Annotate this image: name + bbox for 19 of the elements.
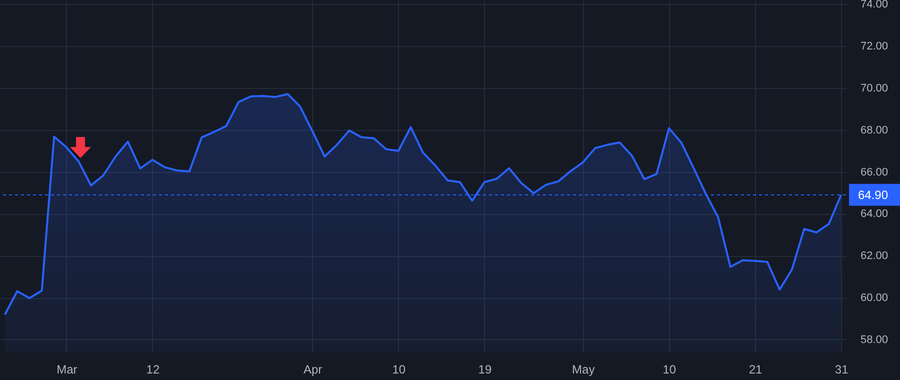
x-tick-label: May [572, 362, 595, 376]
x-tick-label: 10 [392, 362, 406, 376]
y-tick-label: 62.00 [860, 250, 888, 262]
x-tick-label: 21 [748, 362, 762, 376]
x-tick-label: 31 [834, 362, 849, 376]
x-tick-label: 10 [662, 362, 676, 376]
y-tick-label: 60.00 [860, 292, 888, 304]
x-tick-label: 19 [478, 362, 492, 376]
y-tick-label: 70.00 [860, 82, 888, 94]
y-tick-label: 58.00 [860, 334, 888, 346]
y-tick-label: 72.00 [860, 40, 888, 53]
y-tick-label: 66.00 [860, 166, 888, 178]
y-tick-label: 74.00 [860, 0, 888, 11]
x-tick-label: Apr [303, 362, 322, 376]
y-tick-label: 64.00 [860, 208, 888, 220]
x-tick-label: Mar [56, 362, 78, 376]
x-tick-label: 12 [146, 362, 160, 376]
ref-line-label: 64.90 [858, 188, 888, 202]
y-tick-label: 68.00 [860, 124, 888, 136]
